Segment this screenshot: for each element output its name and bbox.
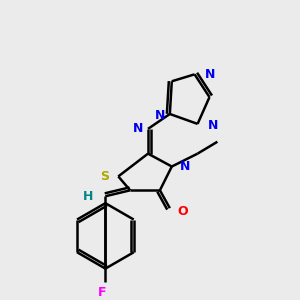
Text: N: N bbox=[208, 119, 218, 132]
Text: S: S bbox=[100, 170, 109, 183]
Text: N: N bbox=[205, 68, 215, 81]
Text: N: N bbox=[133, 122, 143, 135]
Text: N: N bbox=[155, 110, 165, 122]
Text: O: O bbox=[178, 205, 188, 218]
Text: N: N bbox=[180, 160, 190, 173]
Text: H: H bbox=[83, 190, 94, 203]
Text: F: F bbox=[98, 286, 107, 299]
